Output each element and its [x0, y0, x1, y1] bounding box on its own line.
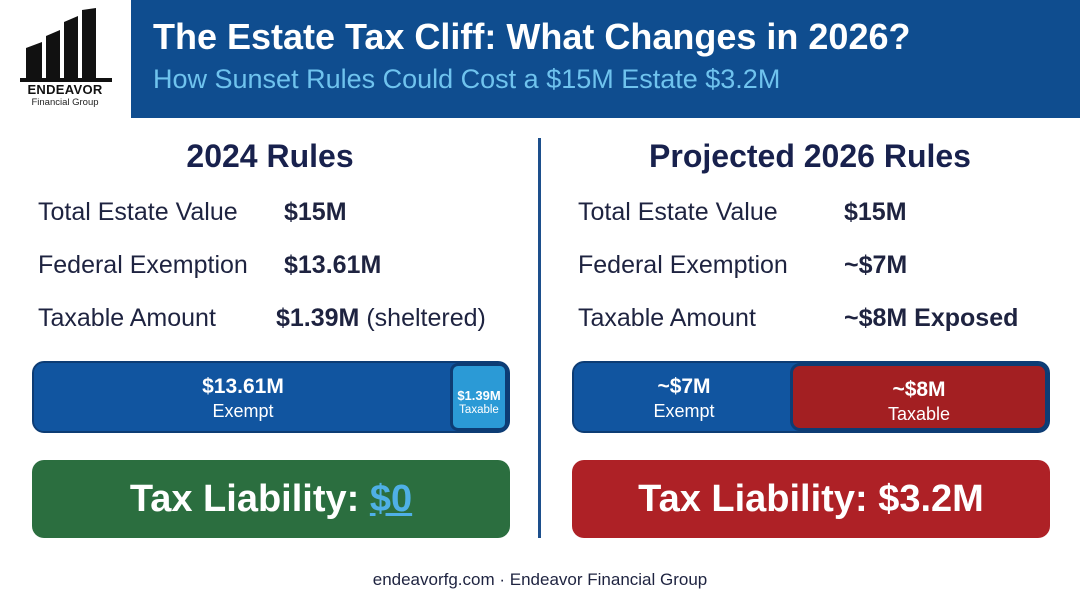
exempt-amount: $13.61M	[202, 375, 284, 398]
row-label: Federal Exemption	[38, 251, 248, 279]
rules-2024-panel: 2024 Rules Total Estate Value $15M Feder…	[20, 118, 540, 548]
rules-2026-panel: Projected 2026 Rules Total Estate Value …	[560, 118, 1080, 548]
liability-value-link[interactable]: $0	[369, 478, 413, 520]
tax-liability-2026: Tax Liability: $3.2M	[572, 460, 1050, 538]
exempt-caption: Exempt	[653, 401, 715, 421]
header-banner: The Estate Tax Cliff: What Changes in 20…	[131, 0, 1080, 118]
taxable-amount: $1.39M	[457, 388, 501, 403]
row-label: Total Estate Value	[578, 198, 778, 226]
exempt-segment: ~$7M Exempt	[574, 363, 794, 431]
row-label: Total Estate Value	[38, 198, 238, 226]
row-label: Federal Exemption	[578, 251, 788, 279]
row-value-group: $1.39M (sheltered)	[276, 304, 486, 333]
row-label: Taxable Amount	[38, 304, 216, 332]
exemption-bar-2026: ~$7M Exempt ~$8M Taxable	[572, 361, 1050, 433]
column-divider	[538, 138, 541, 538]
row-value: $15M	[284, 198, 347, 226]
brand-tagline: Financial Group	[31, 97, 99, 108]
logo: ENDEAVOR Financial Group	[0, 0, 130, 118]
liability-label: Tax Liability:	[638, 478, 868, 520]
exempt-segment: $13.61M Exempt	[34, 363, 452, 431]
exempt-amount: ~$7M	[657, 375, 711, 398]
exemption-bar-2024: $13.61M Exempt $1.39M Taxable	[32, 361, 510, 433]
footer-credit: endeavorfg.com · Endeavor Financial Grou…	[372, 570, 708, 589]
page-subtitle: How Sunset Rules Could Cost a $15M Estat…	[153, 64, 781, 94]
row-note: (sheltered)	[366, 304, 486, 332]
rules-2026-heading: Projected 2026 Rules	[649, 138, 971, 174]
brand-name: ENDEAVOR	[27, 82, 103, 97]
taxable-caption: Taxable	[459, 404, 499, 416]
row-value: ~$7M	[844, 251, 908, 279]
page-title: The Estate Tax Cliff: What Changes in 20…	[153, 16, 911, 57]
taxable-caption: Taxable	[887, 404, 951, 424]
row-value: $1.39M	[276, 304, 360, 332]
row-value: ~$8M Exposed	[844, 304, 1019, 332]
row-label: Taxable Amount	[578, 304, 756, 332]
taxable-amount: ~$8M	[892, 378, 946, 401]
building-skyline-icon	[20, 8, 112, 82]
liability-value: $3.2M	[878, 478, 984, 520]
tax-liability-2024: Tax Liability: $0	[32, 460, 510, 538]
row-value: $13.61M	[284, 251, 382, 279]
liability-label: Tax Liability:	[129, 478, 360, 520]
exempt-caption: Exempt	[212, 401, 274, 421]
taxable-segment: ~$8M Taxable	[790, 363, 1048, 431]
rules-2024-heading: 2024 Rules	[186, 138, 354, 174]
taxable-segment: $1.39M Taxable	[450, 363, 508, 431]
row-value: $15M	[844, 198, 907, 226]
